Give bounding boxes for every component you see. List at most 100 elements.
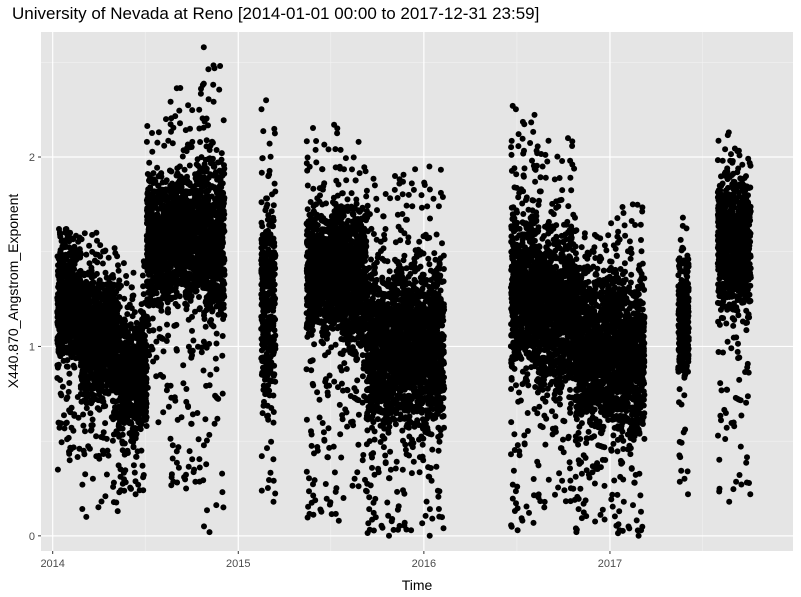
data-point [92,313,99,320]
data-point [91,346,98,352]
data-point [131,469,138,476]
data-point [203,307,210,314]
data-point [60,244,66,251]
data-point [201,246,208,252]
data-point [56,285,63,292]
data-point [187,297,194,304]
data-point [177,215,184,222]
data-point [102,317,109,324]
data-point [108,297,115,304]
data-point [167,382,174,389]
data-point [102,323,109,330]
data-point [78,353,85,360]
data-point [155,419,162,426]
data-point [109,437,116,444]
data-point [186,162,193,169]
data-point [213,340,220,347]
data-point [152,264,159,271]
data-point [160,373,167,380]
data-point [163,338,170,344]
data-point [61,237,68,244]
data-point [100,375,107,382]
data-point [216,86,223,93]
data-point [124,353,131,360]
data-point [209,183,215,190]
data-point [74,454,81,460]
data-point [123,413,130,420]
data-point [140,487,147,494]
data-point [147,263,154,269]
data-point [79,481,86,488]
data-point [96,406,103,413]
data-point [108,379,115,386]
data-point [220,504,227,511]
data-point [99,447,106,454]
data-point [57,332,64,339]
data-point [137,371,144,378]
data-point [217,176,224,183]
data-point [169,455,176,462]
data-point [92,370,99,377]
data-point [90,385,97,392]
data-point [173,85,180,92]
data-point [105,452,112,459]
data-point [162,179,169,185]
data-point [219,333,226,339]
data-point [167,121,174,128]
data-point [120,388,127,395]
data-point [110,398,116,405]
data-point [219,189,226,196]
data-point [127,383,133,390]
data-point [140,472,147,478]
data-point [86,445,93,452]
data-point [205,174,212,181]
data-point [105,254,112,261]
data-point [70,258,77,265]
data-point [152,240,159,247]
data-point [210,272,217,279]
data-point [212,355,219,362]
data-point [102,403,109,409]
data-point [167,435,174,442]
data-point [171,322,178,329]
data-point [184,251,191,258]
data-point [210,201,217,208]
data-point [110,483,117,490]
data-point [267,469,274,476]
data-point [102,290,109,297]
data-point [200,80,207,87]
data-point [157,303,164,310]
data-point [164,321,170,328]
data-point [86,260,93,267]
data-point [145,289,151,296]
data-point [66,346,73,352]
data-point [144,220,151,227]
data-point [55,272,62,278]
data-point [175,464,182,471]
data-point [264,201,271,208]
data-point [202,342,209,349]
data-point [139,272,146,279]
data-point [116,303,123,310]
data-point [171,238,178,245]
data-point [89,475,96,482]
data-point [78,236,85,243]
data-point [206,220,213,226]
data-point [175,271,182,278]
data-point [145,316,152,323]
data-point [161,142,168,149]
data-point [110,499,117,506]
data-point [264,402,271,409]
data-point [266,140,273,147]
data-point [149,212,156,218]
data-point [132,491,139,498]
data-point [195,162,202,169]
data-point [206,529,213,536]
data-point [136,334,143,341]
data-point [133,385,140,392]
data-point [88,267,95,274]
data-point [203,461,210,468]
data-point [217,305,224,312]
data-point [144,384,151,391]
data-point [186,264,193,271]
